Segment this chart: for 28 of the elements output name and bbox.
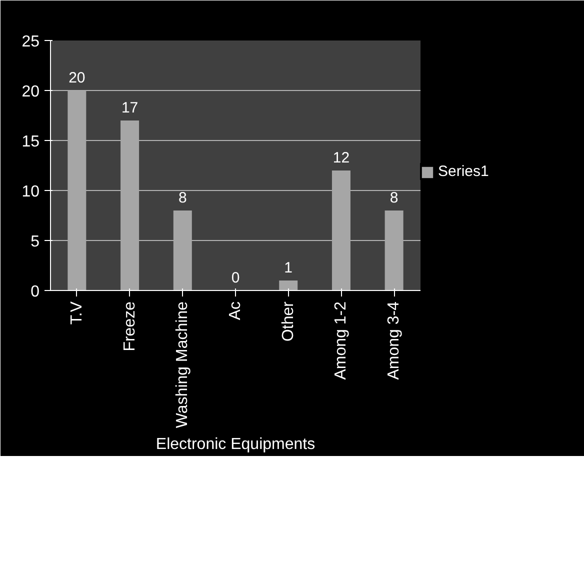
- data-label: 8: [178, 190, 187, 206]
- y-tick-label: 10: [22, 184, 40, 200]
- bar: [384, 210, 404, 290]
- x-tick-label: T.V: [68, 301, 86, 325]
- y-tick-label: 5: [30, 234, 40, 250]
- data-label: 17: [121, 100, 138, 116]
- bar: [68, 90, 86, 290]
- x-tick-label: Among 1-2: [332, 301, 350, 380]
- x-axis-title: Electronic Equipments: [156, 436, 316, 454]
- data-label: 12: [332, 150, 350, 166]
- y-tick-label: 0: [30, 284, 40, 300]
- bar: [120, 120, 140, 290]
- x-tick-label: Freeze: [121, 301, 138, 352]
- data-label: 0: [231, 270, 240, 286]
- bar: [332, 170, 350, 290]
- data-label: 1: [284, 260, 293, 276]
- y-tick-label: 25: [22, 34, 40, 50]
- x-tick-label: Among 3-4: [386, 301, 403, 380]
- x-tick-label: Other: [280, 300, 297, 342]
- y-tick-label: 15: [22, 134, 40, 150]
- y-tick-label: 20: [22, 84, 40, 100]
- bar: [279, 280, 298, 290]
- data-label: 20: [68, 70, 86, 86]
- data-label: 8: [390, 190, 398, 206]
- legend-label: Series1: [438, 163, 489, 180]
- bar: [173, 210, 192, 290]
- x-tick-label: Ac: [227, 302, 244, 320]
- x-tick-label: Washing Machine: [174, 301, 192, 428]
